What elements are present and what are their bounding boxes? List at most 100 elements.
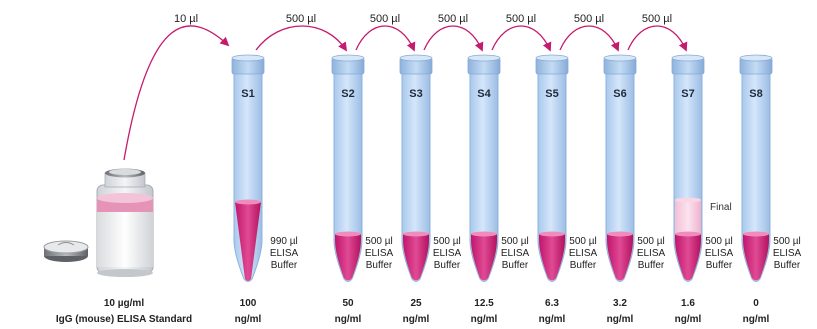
transfer-arrow-1: 10 µl — [123, 13, 230, 161]
transfer-arrow-path — [627, 25, 688, 52]
diluent-label-line2: Buffer — [502, 260, 529, 271]
transfer-arrow-4: 500 µl — [423, 13, 484, 52]
vial-group: 10 µg/ml IgG (mouse) ELISA Standard — [43, 168, 192, 325]
vial-cap-loose — [43, 240, 89, 262]
volume-label: 500 µl — [365, 236, 392, 247]
diluent-label-line2: Buffer — [366, 260, 393, 271]
tube-liquid — [539, 234, 565, 281]
diluent-label-line1: ELISA — [773, 248, 802, 259]
concentration-unit: ng/ml — [675, 314, 702, 325]
concentration-unit: ng/ml — [743, 314, 770, 325]
tube-cap-top — [231, 54, 265, 62]
diluent-label-line1: ELISA — [433, 248, 462, 259]
transfer-arrow-path — [559, 25, 620, 52]
concentration-value: 100 — [240, 298, 257, 309]
diluent-label-line1: ELISA — [501, 248, 530, 259]
tube-body — [741, 71, 771, 282]
vial-concentration: 10 µg/ml — [104, 298, 144, 309]
diluent-label-line2: Buffer — [570, 260, 597, 271]
transfer-arrow-path — [255, 25, 348, 52]
liquid-surface — [675, 231, 701, 237]
volume-label: 500 µl — [705, 236, 732, 247]
diluent-label-line2: Buffer — [774, 260, 801, 271]
diluent-label-line1: ELISA — [270, 248, 299, 259]
tube-id-label: S2 — [341, 88, 354, 100]
tube-id-label: S6 — [613, 88, 626, 100]
tube-liquid — [607, 234, 633, 281]
diluent-label-line1: ELISA — [705, 248, 734, 259]
tube-cap-top — [467, 54, 501, 62]
tube-liquid — [471, 234, 497, 281]
tube-body — [401, 71, 431, 282]
transfer-arrow-path — [491, 25, 552, 52]
concentration-value: 50 — [342, 298, 354, 309]
transfer-volume-label: 500 µl — [506, 13, 536, 25]
tube-id-label: S4 — [477, 88, 491, 100]
concentration-unit: ng/ml — [335, 314, 362, 325]
diluent-label-line1: ELISA — [365, 248, 394, 259]
reagent-vial — [96, 168, 154, 277]
volume-label: 500 µl — [569, 236, 596, 247]
concentration-unit: ng/ml — [471, 314, 498, 325]
liquid-surface — [607, 231, 633, 237]
tube-liquid — [235, 202, 261, 281]
diluent-label-line1: ELISA — [569, 248, 598, 259]
transfer-volume-label: 10 µl — [174, 13, 198, 25]
tube-id-label: S5 — [545, 88, 558, 100]
tube-body — [469, 71, 499, 282]
liquid-surface — [403, 231, 429, 237]
tube-cap-top — [399, 54, 433, 62]
transfer-volume-label: 500 µl — [370, 13, 400, 25]
transfer-volume-label: 500 µl — [642, 13, 672, 25]
tube-body — [537, 71, 567, 282]
tube-liquid — [743, 234, 769, 281]
tube-liquid — [403, 234, 429, 281]
transfer-arrow-5: 500 µl — [491, 13, 552, 52]
liquid-surface — [335, 231, 361, 237]
final-surface — [675, 197, 701, 203]
diluent-label-line1: ELISA — [637, 248, 666, 259]
tube-body — [333, 71, 363, 282]
diluent-label-line2: Buffer — [271, 260, 298, 271]
transfer-arrow-path — [123, 25, 230, 161]
concentration-value: 12.5 — [474, 298, 494, 309]
transfer-arrow-path — [423, 25, 484, 52]
tube-id-label: S1 — [241, 88, 254, 100]
tube-cap-top — [671, 54, 705, 62]
concentration-value: 0 — [753, 298, 759, 309]
tube-body — [605, 71, 635, 282]
tube-liquid — [335, 234, 361, 281]
concentration-value: 6.3 — [545, 298, 559, 309]
transfer-volume-label: 500 µl — [286, 13, 316, 25]
concentration-unit: ng/ml — [607, 314, 634, 325]
tube-cap-top — [535, 54, 569, 62]
tube-cap-top — [739, 54, 773, 62]
transfer-arrow-7: 500 µl — [627, 13, 688, 52]
concentration-value: 1.6 — [681, 298, 695, 309]
tube-id-label: S8 — [749, 88, 762, 100]
tube-cap-top — [331, 54, 365, 62]
liquid-surface — [235, 199, 261, 205]
concentration-unit: ng/ml — [235, 314, 262, 325]
concentration-value: 3.2 — [613, 298, 627, 309]
liquid-surface — [743, 231, 769, 237]
volume-label: 500 µl — [637, 236, 664, 247]
concentration-unit: ng/ml — [403, 314, 430, 325]
tube-liquid — [675, 234, 701, 281]
final-volume-band — [675, 200, 701, 234]
diluent-label-line2: Buffer — [706, 260, 733, 271]
liquid-surface — [539, 231, 565, 237]
diluent-label-line2: Buffer — [434, 260, 461, 271]
transfer-arrow-3: 500 µl — [355, 13, 416, 52]
tube-id-label: S3 — [409, 88, 422, 100]
transfer-arrow-path — [355, 25, 416, 52]
